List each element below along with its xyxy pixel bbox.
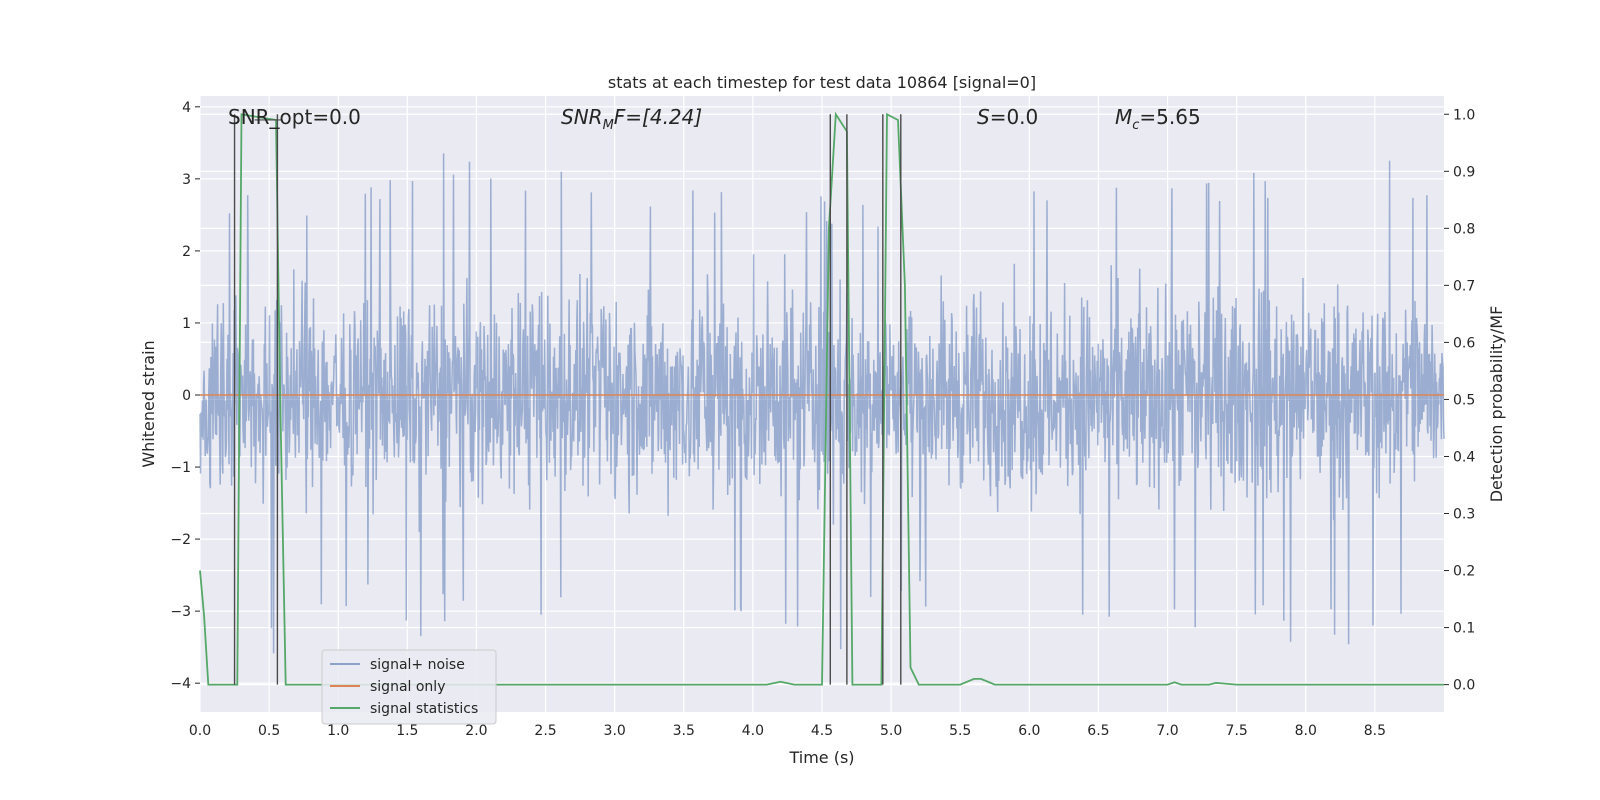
y2-tick-label: 0.9 <box>1453 164 1475 180</box>
y-tick-label: 0 <box>182 388 191 404</box>
x-tick-label: 0.5 <box>258 723 280 739</box>
x-tick-label: 2.0 <box>465 723 487 739</box>
x-tick-label: 2.5 <box>534 723 556 739</box>
y-axis-ticks: −4 −3 −2 −1 0 1 2 3 4 <box>170 100 200 692</box>
x-tick-label: 0.0 <box>189 723 211 739</box>
y2-tick-label: 0.6 <box>1453 335 1475 351</box>
annotation-s: S=0.0 <box>977 105 1038 129</box>
signal-noise-series <box>199 153 1445 654</box>
y2-tick-label: 0.8 <box>1453 221 1475 237</box>
y-tick-label: −1 <box>170 460 191 476</box>
snr-mf-sub: M <box>603 118 614 133</box>
x-tick-label: 3.5 <box>673 723 695 739</box>
x-tick-label: 1.5 <box>396 723 418 739</box>
y2-tick-label: 0.7 <box>1453 278 1475 294</box>
mc-sub: c <box>1132 118 1139 133</box>
y2-tick-label: 0.2 <box>1453 564 1475 580</box>
marker-lines <box>233 114 902 685</box>
legend: signal+ noise signal only signal statist… <box>321 649 497 725</box>
y-tick-label: −2 <box>170 532 191 548</box>
y-tick-label: −3 <box>170 604 191 620</box>
x-tick-label: 7.5 <box>1226 723 1248 739</box>
y-tick-label: 1 <box>182 316 191 332</box>
y-tick-label: 3 <box>182 172 191 188</box>
y-tick-label: −4 <box>170 676 191 692</box>
annotation-snr-opt: SNR_opt=0.0 <box>228 105 361 129</box>
x-tick-label: 4.0 <box>742 723 764 739</box>
x-tick-label: 6.5 <box>1087 723 1109 739</box>
x-tick-label: 7.0 <box>1156 723 1178 739</box>
x-tick-label: 8.5 <box>1364 723 1386 739</box>
annotation-mc: Mc=5.65 <box>1115 105 1201 133</box>
legend-box <box>321 649 497 725</box>
x-tick-label: 6.0 <box>1018 723 1040 739</box>
legend-label-signal-noise: signal+ noise <box>370 657 465 673</box>
x-tick-label: 1.0 <box>327 723 349 739</box>
y-tick-label: 2 <box>182 244 191 260</box>
s-main: S <box>977 105 990 129</box>
y2-tick-label: 1.0 <box>1453 107 1475 123</box>
y2-tick-label: 0.3 <box>1453 507 1475 523</box>
x-axis-ticks: 0.0 0.5 1.0 1.5 2.0 2.5 3.0 3.5 4.0 4.5 5.0 5.5 6.0 6… <box>189 723 1386 739</box>
mc-tail: =5.65 <box>1139 105 1200 129</box>
y-axis-label: Whitened strain <box>139 340 158 467</box>
legend-label-signal-statistics: signal statistics <box>370 701 478 717</box>
y2-tick-label: 0.4 <box>1453 449 1475 465</box>
x-axis-label: Time (s) <box>788 748 854 767</box>
s-tail: =0.0 <box>990 105 1039 129</box>
x-tick-label: 3.0 <box>604 723 626 739</box>
y2-tick-label: 0.1 <box>1453 621 1475 637</box>
y2-axis-label: Detection probability/MF <box>1487 306 1506 503</box>
y2-tick-label: 0.5 <box>1453 392 1475 408</box>
annotation-snr-mf: SNRMF=[4.24] <box>561 105 702 133</box>
y2-tick-label: 0.0 <box>1453 678 1475 694</box>
x-tick-label: 8.0 <box>1295 723 1317 739</box>
snr-mf-main: SNR <box>561 105 603 129</box>
snr-mf-tail-f: F=[4.24] <box>614 105 702 129</box>
signal-noise-line <box>199 153 1445 654</box>
y2-axis-ticks: 0.0 0.1 0.2 0.3 0.4 0.5 0.6 0.7 0.8 0.9 1.0 <box>1444 107 1475 694</box>
chart-title: stats at each timestep for test data 108… <box>608 73 1036 92</box>
mc-main: M <box>1115 105 1132 129</box>
legend-label-signal-only: signal only <box>370 679 445 695</box>
y-tick-label: 4 <box>182 100 191 116</box>
x-tick-label: 5.5 <box>949 723 971 739</box>
x-tick-label: 5.0 <box>880 723 902 739</box>
x-tick-label: 4.5 <box>811 723 833 739</box>
